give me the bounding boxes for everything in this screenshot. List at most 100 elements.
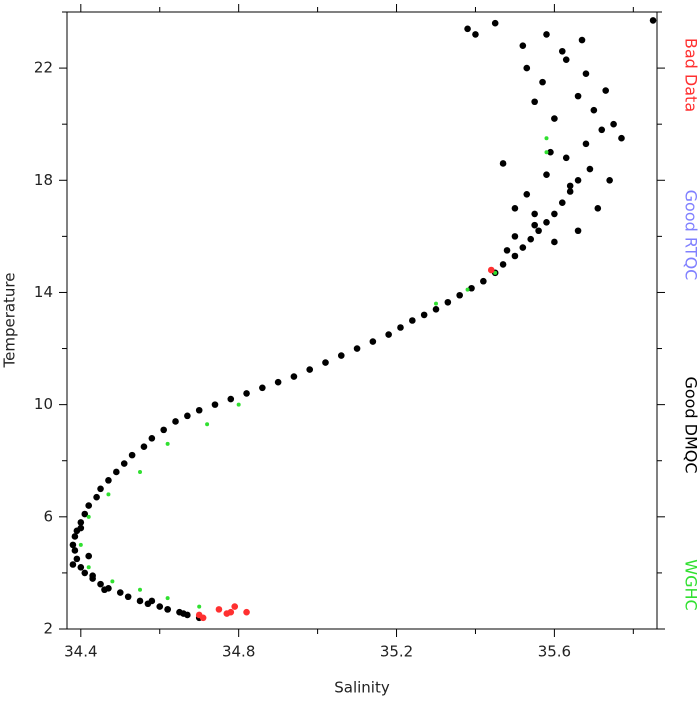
data-point: [512, 205, 519, 212]
data-point: [527, 236, 534, 243]
data-point: [591, 107, 598, 114]
data-point: [523, 65, 530, 72]
data-point: [79, 543, 83, 547]
y-tick-label: 18: [34, 171, 53, 189]
data-point: [543, 171, 550, 178]
data-point: [606, 177, 613, 184]
legend-entry: Bad Data: [682, 38, 700, 112]
data-point: [434, 302, 438, 306]
data-point: [539, 79, 546, 86]
data-point: [551, 115, 558, 122]
data-point: [138, 470, 142, 474]
data-point: [156, 603, 163, 610]
data-point: [212, 401, 219, 408]
data-point: [338, 352, 345, 359]
data-point: [535, 227, 542, 234]
data-point: [87, 565, 91, 569]
data-point: [121, 460, 128, 467]
data-point: [551, 211, 558, 218]
data-point: [141, 443, 148, 450]
data-point: [164, 606, 171, 613]
data-point: [354, 345, 361, 352]
data-point: [85, 553, 92, 560]
y-tick-label: 10: [34, 395, 53, 413]
data-point: [291, 373, 298, 380]
plot-frame: [67, 12, 657, 629]
data-point: [97, 485, 104, 492]
data-point: [166, 442, 170, 446]
data-point: [160, 427, 167, 434]
data-point: [243, 609, 250, 616]
data-point: [500, 160, 507, 167]
x-axis-label: Salinity: [334, 679, 390, 697]
y-axis-label: Temperature: [1, 272, 19, 368]
data-point: [551, 239, 558, 246]
data-point: [523, 191, 530, 198]
data-point: [370, 338, 377, 345]
data-point: [72, 547, 79, 554]
data-point: [602, 87, 609, 94]
data-point: [520, 244, 527, 251]
data-point: [97, 581, 104, 588]
data-point: [595, 205, 602, 212]
data-point: [196, 407, 203, 414]
data-point: [78, 564, 85, 571]
data-point: [138, 588, 142, 592]
y-tick-label: 22: [34, 59, 53, 77]
data-point: [575, 93, 582, 100]
data-point: [72, 533, 79, 540]
data-point: [243, 390, 250, 397]
data-point: [575, 227, 582, 234]
data-point: [587, 166, 594, 173]
data-point: [650, 17, 657, 24]
data-point: [166, 596, 170, 600]
data-point: [205, 422, 209, 426]
data-point: [575, 177, 582, 184]
data-point: [101, 586, 108, 593]
data-point: [89, 572, 96, 579]
data-point: [196, 612, 203, 619]
data-point: [563, 56, 570, 63]
data-point: [512, 253, 519, 260]
data-point: [216, 606, 223, 613]
data-point: [105, 477, 112, 484]
data-point: [512, 233, 519, 240]
legend-entry: Good RTQC: [682, 190, 700, 281]
data-point: [322, 359, 329, 366]
data-point: [610, 121, 617, 128]
y-tick-label: 2: [43, 620, 53, 638]
data-point: [110, 579, 114, 583]
legend-entry: WGHC: [682, 559, 700, 610]
data-point: [531, 222, 538, 229]
data-point: [85, 502, 92, 509]
data-point: [149, 435, 156, 442]
data-point: [78, 525, 85, 532]
data-point: [544, 150, 548, 154]
data-point: [421, 312, 428, 319]
data-point: [385, 331, 392, 338]
data-point: [70, 561, 77, 568]
data-point: [275, 379, 282, 386]
data-point: [579, 37, 586, 44]
x-tick-label: 34.8: [222, 643, 255, 661]
data-point: [74, 556, 81, 563]
data-point: [492, 20, 499, 27]
x-tick-label: 35.2: [380, 643, 413, 661]
data-point: [445, 299, 452, 306]
data-point: [137, 598, 144, 605]
data-point: [559, 48, 566, 55]
data-point: [409, 317, 416, 324]
data-point: [500, 261, 507, 268]
legend-entry: Good DMQC: [682, 376, 700, 473]
data-point: [433, 306, 440, 313]
data-point: [93, 494, 100, 501]
data-point: [544, 136, 548, 140]
data-point: [567, 183, 574, 190]
data-point: [583, 70, 590, 77]
data-point: [520, 42, 527, 49]
data-point: [583, 141, 590, 148]
data-point: [531, 211, 538, 218]
data-point: [125, 593, 132, 600]
data-point: [227, 396, 234, 403]
